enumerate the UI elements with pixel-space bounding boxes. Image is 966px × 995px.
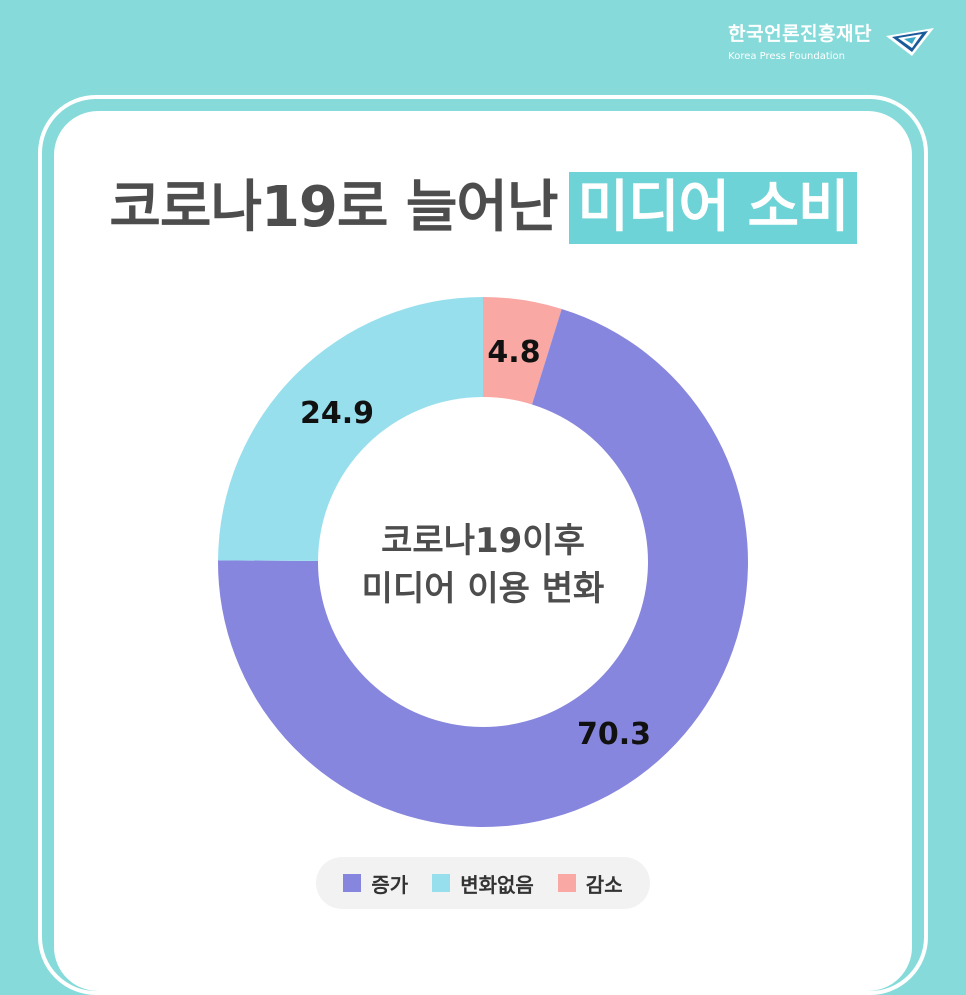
data-label-decrease: 4.8 <box>487 335 540 370</box>
data-label-no-change: 24.9 <box>300 396 374 431</box>
chart-center-line2: 미디어 이용 변화 <box>361 569 605 609</box>
data-label-increase: 70.3 <box>577 717 651 752</box>
chart-center-line1: 코로나19이후 <box>381 521 585 561</box>
slice-no-change <box>218 297 483 561</box>
legend: 증가 변화없음 감소 <box>316 857 650 909</box>
brand-logo-icon <box>886 28 934 56</box>
slice-decrease <box>483 297 562 405</box>
legend-item-increase: 증가 <box>343 869 408 898</box>
legend-item-no-change: 변화없음 <box>432 869 534 898</box>
legend-label-increase: 증가 <box>371 872 409 897</box>
page-title: 코로나19로 늘어난 미디어 소비 <box>0 172 966 244</box>
card <box>54 111 912 991</box>
legend-label-no-change: 변화없음 <box>460 872 534 897</box>
brand-name-ko: 한국언론진흥재단 <box>728 23 872 45</box>
legend-item-decrease: 감소 <box>557 869 623 898</box>
title-highlight: 미디어 소비 <box>569 172 857 244</box>
donut-chart: 4.8 70.3 24.9 <box>217 297 748 827</box>
title-main: 코로나19로 늘어난 <box>109 175 558 240</box>
chart-center-text: 코로나19이후 미디어 이용 변화 <box>333 517 633 613</box>
brand: 한국언론진흥재단 Korea Press Foundation <box>728 22 938 82</box>
legend-swatch-no-change <box>432 874 451 892</box>
legend-swatch-increase <box>343 874 362 892</box>
legend-label-decrease: 감소 <box>585 872 623 897</box>
brand-text: 한국언론진흥재단 Korea Press Foundation <box>728 22 872 64</box>
slice-increase <box>217 308 748 827</box>
legend-swatch-decrease <box>557 874 576 892</box>
brand-name-en: Korea Press Foundation <box>728 51 846 62</box>
